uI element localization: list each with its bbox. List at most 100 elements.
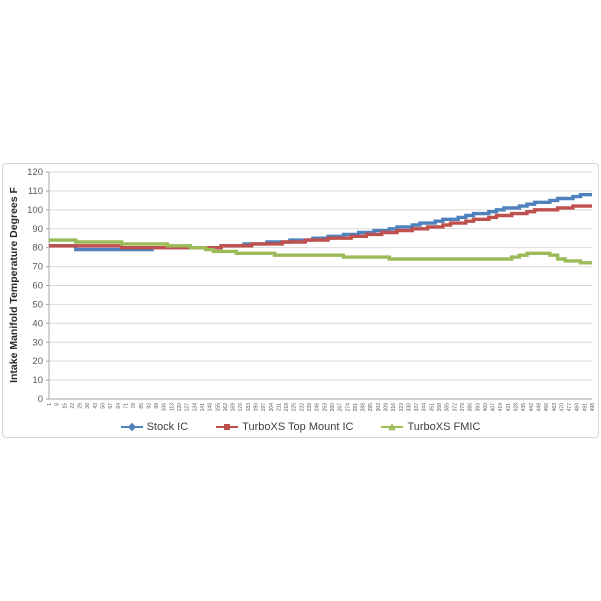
x-tick-label: 491 bbox=[582, 403, 588, 412]
x-tick-label: 36 bbox=[85, 403, 91, 409]
x-tick-label: 400 bbox=[483, 403, 489, 412]
x-tick-label: 414 bbox=[498, 403, 504, 412]
gridlines bbox=[49, 171, 592, 381]
x-tick-label: 120 bbox=[177, 403, 183, 412]
legend-item-stock-ic: Stock IC bbox=[120, 421, 189, 433]
y-tick-label: 30 bbox=[32, 337, 43, 348]
x-tick-label: 358 bbox=[437, 403, 443, 412]
x-tick-label: 190 bbox=[254, 403, 260, 412]
x-tick-label: 64 bbox=[116, 403, 122, 409]
x-tick-label: 225 bbox=[292, 403, 298, 412]
x-tick-label: 232 bbox=[299, 403, 305, 412]
x-tick-label: 50 bbox=[101, 403, 107, 409]
y-tick-label: 110 bbox=[28, 186, 43, 197]
x-tick-label: 176 bbox=[238, 403, 244, 412]
x-tick-label: 204 bbox=[269, 403, 275, 412]
x-tick-label: 470 bbox=[559, 403, 565, 412]
x-tick-label: 372 bbox=[452, 403, 458, 412]
x-tick-label: 386 bbox=[468, 403, 474, 412]
x-tick-label: 442 bbox=[529, 403, 535, 412]
x-tick-label: 393 bbox=[475, 403, 481, 412]
x-tick-label: 274 bbox=[345, 403, 351, 412]
x-tick-label: 85 bbox=[139, 403, 145, 409]
x-tick-label: 239 bbox=[307, 403, 313, 412]
y-tick-label: 80 bbox=[32, 243, 43, 254]
x-tick-label: 281 bbox=[353, 403, 359, 412]
y-tick-label: 120 bbox=[27, 167, 43, 178]
x-tick-label: 99 bbox=[154, 403, 160, 409]
x-tick-label: 344 bbox=[422, 403, 428, 412]
y-tick-label: 20 bbox=[32, 356, 43, 367]
y-tick-label: 0 bbox=[38, 394, 43, 405]
legend-item-turboxs-fmic: TurboXS FMIC bbox=[381, 421, 480, 433]
x-tick-label: 155 bbox=[215, 403, 221, 412]
x-tick-label: 15 bbox=[62, 403, 68, 409]
legend-marker-stock-ic-icon bbox=[120, 422, 143, 432]
x-tick-label: 484 bbox=[575, 403, 581, 412]
legend-label: Stock IC bbox=[146, 421, 189, 433]
x-tick-label: 428 bbox=[514, 403, 520, 412]
x-tick-label: 330 bbox=[407, 403, 413, 412]
x-tick-label: 435 bbox=[521, 403, 527, 412]
x-tick-label: 337 bbox=[414, 403, 420, 412]
x-tick-label: 365 bbox=[445, 403, 451, 412]
x-tick-label: 78 bbox=[131, 403, 137, 409]
x-tick-label: 57 bbox=[108, 403, 114, 409]
x-tick-label: 477 bbox=[567, 403, 573, 412]
x-tick-label: 253 bbox=[322, 403, 328, 412]
x-tick-label: 1 bbox=[47, 403, 53, 406]
x-tick-label: 421 bbox=[506, 403, 512, 412]
x-tick-label: 169 bbox=[231, 403, 237, 412]
x-tick-label: 498 bbox=[590, 403, 596, 412]
x-tick-label: 267 bbox=[338, 403, 344, 412]
x-tick-label: 218 bbox=[284, 403, 290, 412]
x-tick-label: 295 bbox=[368, 403, 374, 412]
x-tick-label: 141 bbox=[200, 403, 206, 412]
x-tick-label: 127 bbox=[185, 403, 191, 412]
series-line-turboxs-top-mount-ic bbox=[49, 204, 592, 250]
x-tick-label: 162 bbox=[223, 403, 229, 412]
x-tick-label: 8 bbox=[55, 403, 61, 406]
x-tick-label: 71 bbox=[124, 403, 130, 409]
x-axis-tick-labels: 1 8 15 22 29 36 43 50 57 64 71 78 85 92 99 106 113 120 127… bbox=[47, 403, 596, 412]
x-tick-label: 113 bbox=[169, 403, 175, 411]
axes bbox=[46, 171, 592, 400]
y-tick-label: 60 bbox=[32, 281, 43, 292]
x-tick-label: 148 bbox=[208, 403, 214, 412]
legend-item-turboxs-top-mount-ic: TurboXS Top Mount IC bbox=[216, 421, 353, 433]
x-tick-label: 407 bbox=[491, 403, 497, 412]
chart-frame: 0 10 20 30 40 50 60 70 80 90 100 110 120 1 8 15 22 29 36 4… bbox=[2, 163, 599, 438]
y-tick-label: 100 bbox=[27, 205, 43, 216]
series-lines bbox=[49, 193, 592, 265]
x-tick-label: 456 bbox=[544, 403, 550, 412]
legend-marker-turboxs-top-mount-ic-icon bbox=[216, 424, 239, 430]
x-tick-label: 43 bbox=[93, 403, 99, 409]
x-tick-label: 260 bbox=[330, 403, 336, 412]
x-tick-label: 197 bbox=[261, 403, 267, 412]
legend: Stock IC TurboXS Top Mount IC TurboXS FM… bbox=[3, 421, 598, 433]
series-line-turboxs-fmic bbox=[49, 238, 592, 265]
x-tick-label: 106 bbox=[162, 403, 168, 412]
legend-label: TurboXS FMIC bbox=[407, 421, 481, 433]
x-tick-label: 29 bbox=[78, 403, 84, 409]
y-axis-tick-labels: 0 10 20 30 40 50 60 70 80 90 100 110 120 bbox=[27, 167, 43, 405]
x-tick-label: 449 bbox=[537, 403, 543, 412]
x-tick-label: 323 bbox=[399, 403, 405, 412]
x-tick-label: 22 bbox=[70, 403, 76, 409]
x-tick-label: 316 bbox=[391, 403, 397, 412]
x-tick-label: 92 bbox=[146, 403, 152, 409]
x-tick-label: 302 bbox=[376, 403, 382, 412]
x-tick-label: 309 bbox=[384, 403, 390, 412]
y-tick-label: 90 bbox=[32, 224, 43, 235]
x-tick-label: 288 bbox=[361, 403, 367, 412]
y-tick-label: 40 bbox=[32, 318, 43, 329]
legend-marker-turboxs-fmic-icon bbox=[381, 423, 404, 431]
legend-label: TurboXS Top Mount IC bbox=[242, 421, 354, 433]
x-tick-label: 463 bbox=[552, 403, 558, 412]
x-tick-label: 211 bbox=[276, 403, 282, 411]
y-tick-label: 50 bbox=[32, 299, 43, 310]
x-tick-label: 351 bbox=[429, 403, 435, 412]
x-tick-label: 134 bbox=[192, 403, 198, 412]
x-tick-label: 379 bbox=[460, 403, 466, 412]
